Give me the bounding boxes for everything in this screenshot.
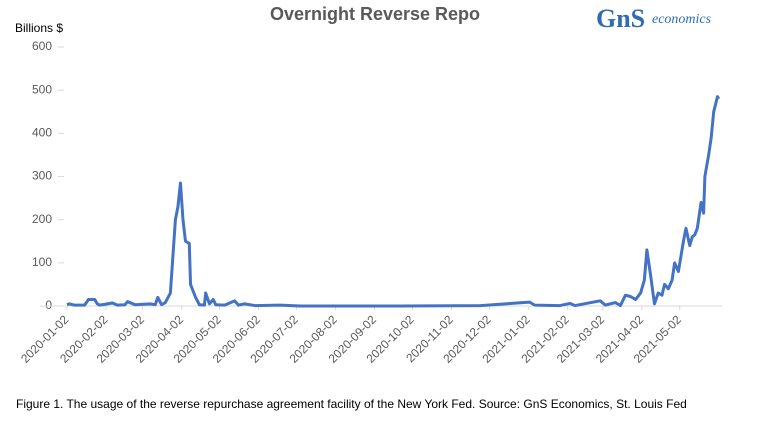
- y-axis-label: Billions $: [15, 21, 63, 35]
- y-tick-label: 500: [32, 82, 52, 96]
- y-tick-label: 300: [32, 169, 52, 183]
- caption: Figure 1. The usage of the reverse repur…: [16, 397, 687, 411]
- y-tick-label: 400: [32, 126, 52, 140]
- chart-title: Overnight Reverse Repo: [270, 4, 480, 24]
- y-tick-label: 0: [45, 298, 52, 312]
- logo-mark: GnS: [596, 4, 645, 33]
- logo-text: economics: [652, 12, 712, 27]
- line: [66, 95, 721, 308]
- y-tick-label: 100: [32, 255, 52, 269]
- y-tick-label: 200: [32, 212, 52, 226]
- y-tick-label: 600: [32, 39, 52, 53]
